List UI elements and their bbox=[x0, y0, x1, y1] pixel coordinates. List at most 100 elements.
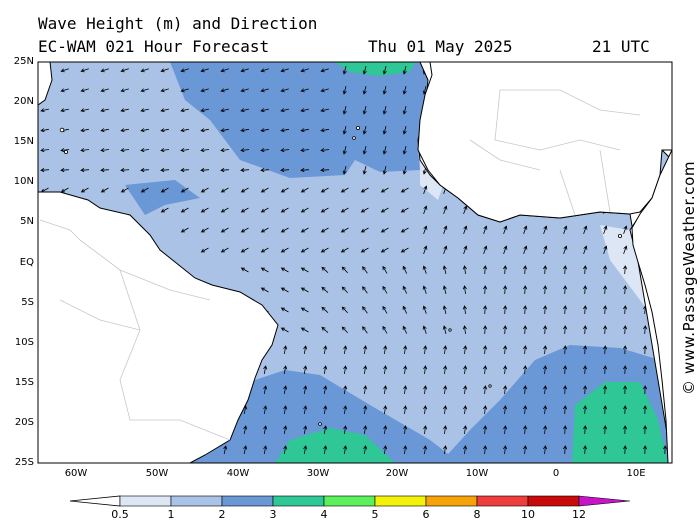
wave-arrow bbox=[320, 247, 329, 253]
wave-arrow bbox=[40, 108, 49, 113]
land-africa-south-coast bbox=[631, 149, 672, 463]
wave-arrow bbox=[280, 207, 289, 213]
wave-arrow bbox=[323, 345, 328, 354]
wave-arrow bbox=[382, 325, 388, 334]
wave-arrow bbox=[80, 187, 89, 193]
colorbar bbox=[69, 495, 631, 507]
wave-arrow bbox=[400, 207, 409, 213]
wave-arrow bbox=[120, 128, 129, 133]
wave-arrow bbox=[240, 207, 249, 213]
wave-arrow bbox=[260, 128, 269, 133]
wave-arrow bbox=[603, 405, 608, 415]
wave-arrow bbox=[423, 245, 428, 254]
wave-arrow bbox=[80, 108, 89, 113]
wave-arrow bbox=[320, 128, 329, 133]
wave-arrow bbox=[303, 385, 308, 394]
wave-arrow bbox=[402, 86, 407, 95]
wave-arrow bbox=[583, 365, 588, 375]
wave-arrow bbox=[362, 326, 368, 334]
wave-arrow bbox=[563, 385, 568, 395]
wave-arrow bbox=[623, 285, 628, 295]
wave-arrow bbox=[243, 445, 248, 454]
wave-arrow bbox=[483, 305, 488, 315]
wave-arrow bbox=[283, 345, 288, 354]
wave-arrow bbox=[140, 148, 150, 153]
colorbar-label: 1 bbox=[167, 508, 175, 521]
wave-arrow bbox=[320, 108, 329, 113]
wave-arrow bbox=[120, 108, 129, 113]
wave-arrow bbox=[623, 365, 628, 375]
wave-arrow bbox=[603, 385, 608, 395]
wave-arrow bbox=[362, 166, 367, 175]
wave-arrow bbox=[180, 128, 189, 133]
wave-arrow bbox=[342, 106, 347, 115]
wave-arrow bbox=[280, 327, 289, 333]
wave-arrow bbox=[140, 128, 149, 133]
wave-arrow bbox=[240, 68, 249, 73]
wave-arrow bbox=[463, 445, 468, 455]
wave-arrow bbox=[342, 66, 347, 75]
wave-arrow bbox=[341, 326, 348, 334]
wave-arrow bbox=[360, 187, 369, 193]
wave-arrow bbox=[180, 207, 189, 213]
colorbar-segment bbox=[374, 495, 427, 507]
wave-arrow bbox=[483, 405, 488, 415]
wave-arrow bbox=[543, 385, 548, 395]
wave-arrow bbox=[462, 305, 467, 315]
wave-arrow bbox=[442, 265, 447, 274]
forecast-date: Thu 01 May 2025 bbox=[368, 37, 513, 56]
wave-arrow bbox=[423, 205, 428, 214]
wave-arrow bbox=[583, 225, 588, 234]
wave-arrow bbox=[483, 345, 488, 355]
wave-arrow bbox=[380, 187, 389, 193]
wave-arrow bbox=[463, 225, 468, 234]
wave-arrow bbox=[403, 365, 408, 375]
colorbar-high-triangle bbox=[578, 495, 631, 507]
wave-arrow bbox=[180, 68, 189, 73]
wave-arrow bbox=[603, 345, 608, 355]
wave-arrow bbox=[323, 405, 328, 414]
colorbar-label: 6 bbox=[422, 508, 430, 521]
lat-label: 20N bbox=[13, 96, 34, 108]
land-africa-west-coast bbox=[417, 62, 672, 223]
wave-arrow bbox=[303, 405, 308, 414]
wave-arrow bbox=[443, 425, 448, 435]
wave-arrow bbox=[400, 247, 409, 253]
wave-arrow bbox=[60, 148, 70, 153]
wave-arrow bbox=[283, 365, 288, 374]
wave-arrow bbox=[563, 325, 568, 335]
island-caribbean-1 bbox=[59, 127, 65, 133]
wave-arrow bbox=[303, 445, 308, 454]
wave-arrow bbox=[643, 445, 648, 455]
wave-arrow bbox=[280, 128, 289, 133]
title-line-2: EC-WAM 021 Hour Forecast bbox=[38, 37, 270, 56]
wave-arrow bbox=[260, 68, 269, 73]
wave-arrow bbox=[341, 286, 348, 294]
wave-arrow bbox=[402, 265, 408, 274]
wave-arrow bbox=[260, 187, 269, 193]
wave-arrow bbox=[462, 265, 467, 275]
wave-arrow bbox=[303, 365, 308, 374]
wave-arrow bbox=[120, 168, 130, 173]
wave-arrow bbox=[643, 345, 648, 355]
wave-arrow bbox=[503, 405, 508, 415]
wave-arrow bbox=[220, 68, 229, 73]
wave-arrow bbox=[442, 325, 447, 334]
wave-arrow bbox=[300, 247, 309, 253]
wave-arrow bbox=[643, 425, 648, 435]
wave-arrow bbox=[363, 345, 368, 355]
wave-arrow bbox=[463, 425, 468, 435]
wave-arrow bbox=[383, 405, 388, 415]
lat-label: EQ bbox=[19, 256, 34, 268]
wave-arrow bbox=[100, 108, 109, 113]
wave-arrow bbox=[320, 68, 329, 73]
land-south-america bbox=[38, 191, 279, 463]
wave-arrow bbox=[240, 88, 249, 93]
wave-arrow bbox=[543, 325, 548, 335]
wave-arrow bbox=[623, 225, 628, 234]
wave-arrow bbox=[200, 68, 209, 73]
wave-arrow bbox=[603, 325, 608, 335]
colorbar-segment bbox=[170, 495, 223, 507]
wave-arrow bbox=[363, 425, 368, 435]
